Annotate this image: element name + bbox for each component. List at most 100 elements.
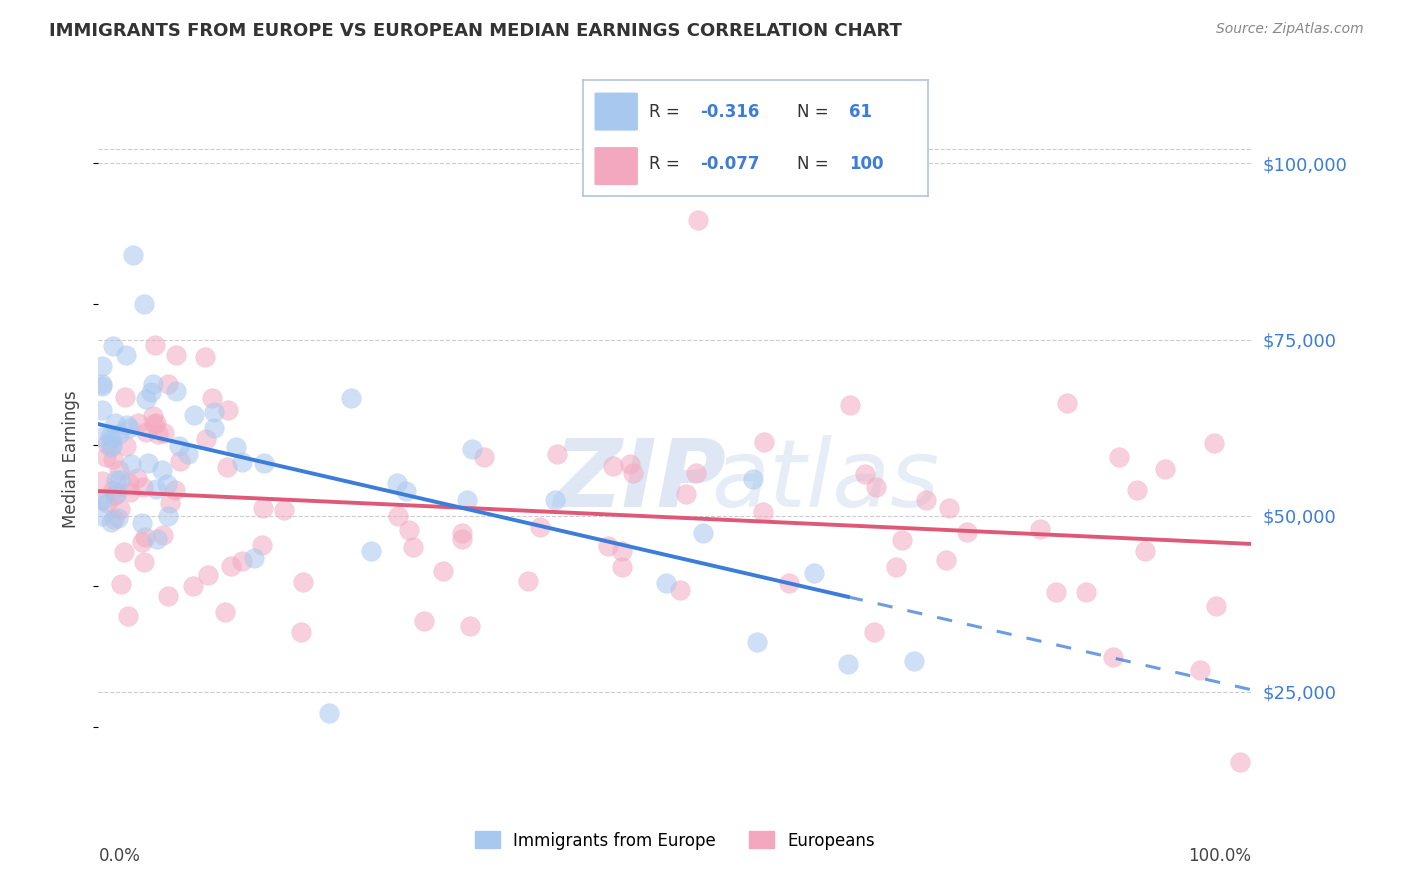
Point xyxy=(131,479,153,493)
Point xyxy=(143,417,166,431)
Point xyxy=(1154,462,1177,476)
Point xyxy=(90,379,112,393)
Point xyxy=(675,486,697,500)
Point xyxy=(100,440,122,454)
Point xyxy=(596,539,619,553)
Point xyxy=(98,428,121,442)
Point xyxy=(103,339,125,353)
Point xyxy=(385,476,408,491)
Point xyxy=(115,417,138,432)
Point xyxy=(803,566,825,580)
Point xyxy=(621,466,644,480)
Point xyxy=(142,409,165,423)
Point xyxy=(231,554,253,568)
Text: R =: R = xyxy=(650,155,685,173)
Point xyxy=(104,416,127,430)
Point xyxy=(884,559,907,574)
Point xyxy=(131,535,153,549)
Point xyxy=(472,450,495,464)
Point xyxy=(458,618,481,632)
Point xyxy=(177,447,200,461)
Point xyxy=(165,384,187,399)
Point xyxy=(103,512,125,526)
Point xyxy=(839,399,862,413)
Point xyxy=(1204,436,1226,450)
Point xyxy=(243,550,266,565)
Point xyxy=(685,466,707,480)
Point xyxy=(90,493,112,508)
Point xyxy=(134,297,156,311)
Point xyxy=(1056,396,1078,410)
Point xyxy=(202,421,225,435)
Text: -0.077: -0.077 xyxy=(700,155,761,173)
Point xyxy=(197,568,219,582)
Point xyxy=(360,543,382,558)
Point xyxy=(938,501,960,516)
Point xyxy=(318,706,340,720)
Point xyxy=(201,392,224,406)
Point xyxy=(1205,599,1227,614)
Point xyxy=(127,416,149,430)
Text: 100.0%: 100.0% xyxy=(1188,847,1251,865)
Point xyxy=(135,392,157,406)
Point xyxy=(110,577,132,591)
Point xyxy=(865,479,887,493)
Point xyxy=(131,516,153,530)
Point xyxy=(108,426,131,441)
Point xyxy=(450,526,472,541)
Point xyxy=(156,589,179,603)
Point xyxy=(150,463,173,477)
Point xyxy=(101,483,124,497)
Point xyxy=(402,540,425,554)
Point xyxy=(1102,649,1125,664)
Point xyxy=(250,538,273,552)
Point xyxy=(903,655,925,669)
Point xyxy=(156,377,179,392)
Point xyxy=(90,509,112,524)
Text: -0.316: -0.316 xyxy=(700,103,761,120)
Point xyxy=(118,485,141,500)
FancyBboxPatch shape xyxy=(593,92,638,131)
Point xyxy=(745,635,768,649)
Point xyxy=(231,455,253,469)
Point xyxy=(105,473,128,487)
Point xyxy=(741,472,763,486)
Point xyxy=(90,474,112,488)
Point xyxy=(96,437,118,451)
Point xyxy=(135,425,157,439)
Text: 0.0%: 0.0% xyxy=(98,847,141,865)
Point xyxy=(120,457,142,471)
Text: ZIP: ZIP xyxy=(554,434,727,526)
Point xyxy=(752,434,775,449)
Legend: Immigrants from Europe, Europeans: Immigrants from Europe, Europeans xyxy=(468,825,882,856)
Point xyxy=(100,431,122,445)
Point xyxy=(602,459,624,474)
Point xyxy=(412,614,434,628)
Point xyxy=(273,503,295,517)
Point xyxy=(134,530,156,544)
Point xyxy=(122,248,145,262)
Point xyxy=(432,565,454,579)
Point xyxy=(214,605,236,619)
Point xyxy=(1126,483,1149,497)
Point xyxy=(890,533,912,547)
Point xyxy=(610,560,633,574)
Text: N =: N = xyxy=(797,103,834,120)
Text: N =: N = xyxy=(797,155,834,173)
Point xyxy=(107,510,129,524)
Point xyxy=(143,338,166,352)
Point xyxy=(183,408,205,422)
Point xyxy=(115,439,138,453)
Point xyxy=(167,439,190,453)
Point xyxy=(152,528,174,542)
Point xyxy=(91,491,114,506)
Point xyxy=(387,509,409,524)
Point xyxy=(90,376,112,391)
Point xyxy=(395,483,418,498)
Point xyxy=(118,476,141,491)
Text: Source: ZipAtlas.com: Source: ZipAtlas.com xyxy=(1216,22,1364,37)
Point xyxy=(669,582,692,597)
Text: atlas: atlas xyxy=(710,435,939,526)
Point xyxy=(655,576,678,591)
Text: 100: 100 xyxy=(849,155,883,173)
